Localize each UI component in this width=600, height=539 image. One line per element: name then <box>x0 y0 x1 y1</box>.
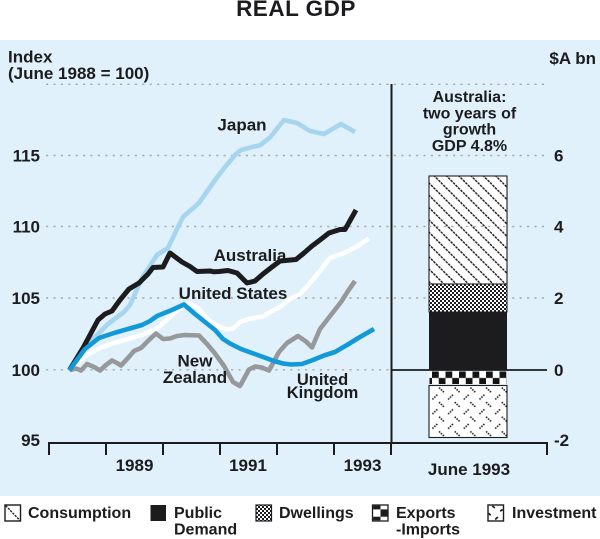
svg-text:1989: 1989 <box>116 456 154 475</box>
svg-text:Australia: Australia <box>214 246 287 265</box>
svg-text:Index: Index <box>8 47 53 66</box>
svg-text:-2: -2 <box>554 431 569 450</box>
svg-text:Exports: Exports <box>396 505 456 522</box>
svg-text:110: 110 <box>13 218 40 237</box>
svg-text:New: New <box>178 352 214 371</box>
svg-text:two years of: two years of <box>423 105 517 122</box>
svg-text:GDP 4.8%: GDP 4.8% <box>432 138 507 155</box>
svg-text:Demand: Demand <box>174 522 237 539</box>
svg-text:Japan: Japan <box>217 116 266 135</box>
svg-text:June 1993: June 1993 <box>428 460 510 479</box>
svg-text:1991: 1991 <box>229 456 267 475</box>
svg-text:Consumption: Consumption <box>28 505 131 522</box>
svg-text:115: 115 <box>13 147 40 166</box>
svg-text:Dwellings: Dwellings <box>279 505 354 522</box>
svg-text:United States: United States <box>179 284 288 303</box>
svg-text:Australia:: Australia: <box>433 89 507 106</box>
svg-text:-Imports: -Imports <box>396 522 460 539</box>
svg-text:growth: growth <box>443 122 496 139</box>
svg-text:United: United <box>297 371 348 389</box>
svg-text:$A bn: $A bn <box>549 49 596 68</box>
svg-text:105: 105 <box>12 289 40 308</box>
svg-text:REAL GDP: REAL GDP <box>236 0 356 21</box>
svg-text:95: 95 <box>21 431 40 450</box>
svg-text:6: 6 <box>554 147 563 166</box>
svg-text:(June 1988 = 100): (June 1988 = 100) <box>8 64 149 83</box>
svg-text:0: 0 <box>554 361 563 380</box>
svg-text:Public: Public <box>174 505 222 522</box>
svg-text:4: 4 <box>554 218 564 237</box>
svg-text:1993: 1993 <box>344 456 382 475</box>
svg-text:Kingdom: Kingdom <box>287 384 359 402</box>
svg-text:2: 2 <box>554 289 563 308</box>
svg-text:100: 100 <box>12 361 40 380</box>
svg-text:Zealand: Zealand <box>163 368 227 387</box>
svg-text:Investment: Investment <box>512 505 597 522</box>
